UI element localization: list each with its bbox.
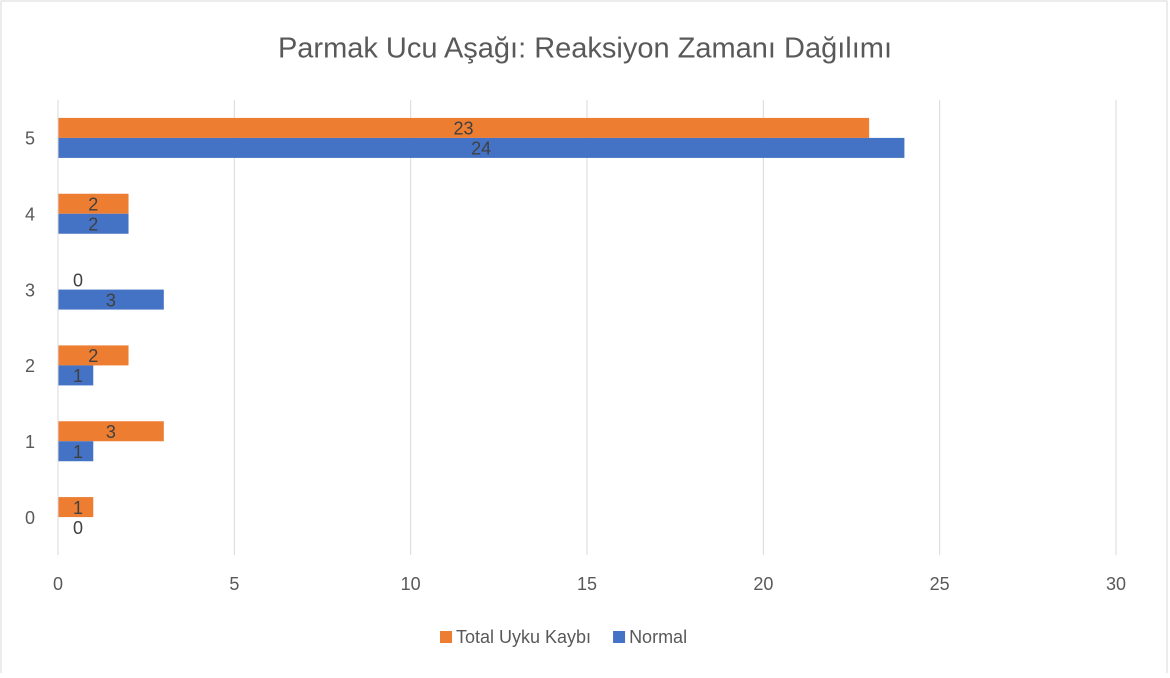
bar (58, 193, 129, 214)
data-label: 24 (471, 139, 491, 159)
bar (58, 441, 94, 462)
chart-title: Parmak Ucu Aşağı: Reaksiyon Zamanı Dağıl… (278, 33, 892, 65)
data-label: 3 (106, 290, 116, 310)
bar (58, 497, 94, 518)
x-tick-label: 0 (53, 574, 63, 594)
data-label: 1 (73, 442, 83, 462)
x-tick-label: 30 (1106, 574, 1126, 594)
data-label: 0 (73, 518, 83, 538)
legend-swatch (613, 631, 626, 643)
data-label: 3 (106, 422, 116, 442)
x-tick-label: 5 (229, 574, 239, 594)
bar (58, 137, 905, 158)
data-label: 1 (73, 498, 83, 518)
y-tick-label: 1 (25, 432, 35, 452)
data-label: 2 (88, 346, 98, 366)
bar (58, 289, 164, 310)
data-label: 2 (88, 195, 98, 215)
data-label: 0 (73, 270, 83, 290)
x-tick-label: 25 (930, 574, 950, 594)
x-tick-label: 15 (577, 574, 597, 594)
data-label: 2 (88, 215, 98, 235)
y-tick-label: 3 (25, 280, 35, 300)
x-tick-label: 10 (401, 574, 421, 594)
bar (58, 421, 164, 442)
y-tick-label: 0 (25, 508, 35, 528)
legend-swatch (440, 631, 452, 643)
y-tick-label: 4 (25, 205, 35, 225)
y-tick-label: 2 (25, 356, 35, 376)
bar (58, 213, 129, 234)
legend-label: Total Uyku Kaybı (456, 627, 591, 647)
data-label: 23 (454, 119, 474, 139)
legend-label: Normal (629, 627, 687, 647)
x-tick-label: 20 (753, 574, 773, 594)
bar (58, 345, 129, 366)
bar (58, 117, 870, 138)
data-label: 1 (73, 366, 83, 386)
bar (58, 365, 94, 386)
y-tick-label: 5 (25, 129, 35, 149)
